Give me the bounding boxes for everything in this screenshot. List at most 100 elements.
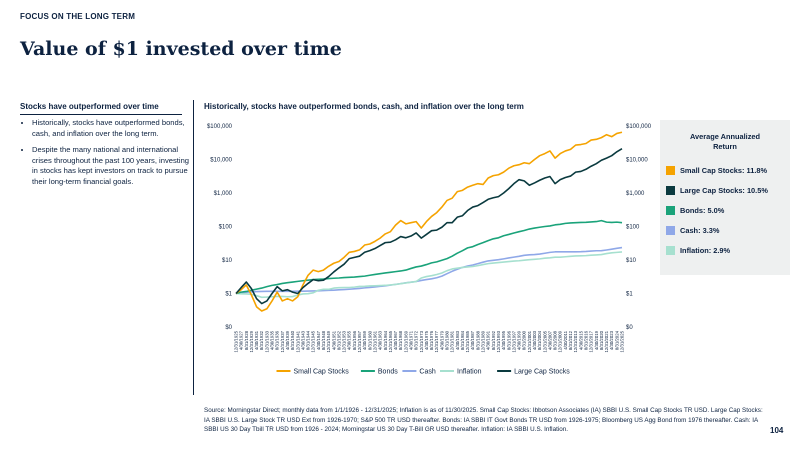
- panel-title: Average Annualized Return: [689, 132, 761, 151]
- x-tick-label: 4/30/1931: [254, 330, 259, 350]
- x-tick-label: 8/31/1956: [352, 330, 357, 350]
- y2-tick-label: $0: [626, 325, 633, 331]
- x-tick-label: 8/31/1992: [491, 330, 496, 350]
- y-tick-label: $0: [225, 325, 232, 331]
- y2-tick-label: $10,000: [626, 158, 648, 164]
- return-item: Inflation: 2.9%: [666, 246, 790, 255]
- y-tick-label: $100,000: [207, 124, 233, 130]
- x-tick-label: 12/31/1965: [388, 330, 393, 352]
- x-tick-label: 8/31/1960: [367, 330, 372, 350]
- y2-tick-label: $1: [626, 292, 633, 298]
- x-tick-label: 4/30/1943: [300, 330, 305, 350]
- y2-tick-label: $100,000: [626, 124, 652, 130]
- x-tick-label: 8/31/1988: [475, 330, 480, 350]
- legend-label: Small Cap Stocks: [294, 369, 350, 376]
- x-tick-label: 12/31/1937: [280, 330, 285, 352]
- x-tick-label: 12/31/1961: [372, 330, 377, 352]
- x-tick-label: 4/30/1947: [316, 330, 321, 350]
- x-tick-label: 4/30/2007: [547, 330, 552, 350]
- series-line: [235, 219, 623, 295]
- x-tick-label: 8/31/1980: [445, 330, 450, 350]
- x-tick-label: 4/30/1987: [470, 330, 475, 350]
- x-tick-label: 8/31/1948: [321, 330, 326, 350]
- y-tick-label: $1: [225, 292, 232, 298]
- x-tick-label: 12/31/1989: [481, 330, 486, 352]
- return-label: Bonds: 5.0%: [680, 206, 725, 215]
- x-tick-label: 4/30/1939: [285, 330, 290, 350]
- x-tick-label: 12/31/2009: [558, 330, 563, 352]
- return-item: Cash: 3.3%: [666, 226, 790, 235]
- bullet: Despite the many national and internatio…: [32, 145, 192, 187]
- x-tick-label: 12/31/1941: [295, 330, 300, 352]
- return-item: Bonds: 5.0%: [666, 206, 790, 215]
- series-line: [235, 246, 623, 295]
- legend-label: Inflation: [457, 369, 482, 376]
- x-tick-label: 12/31/2005: [542, 330, 547, 352]
- return-item: Small Cap Stocks: 11.8%: [666, 166, 790, 175]
- x-tick-label: 4/30/1927: [239, 330, 244, 350]
- x-tick-label: 8/31/1964: [383, 330, 388, 350]
- y-tick-label: $100: [219, 225, 233, 231]
- legend-label: Large Cap Stocks: [514, 369, 570, 376]
- x-tick-label: 4/30/1991: [486, 330, 491, 350]
- x-tick-label: 12/31/1957: [357, 330, 362, 352]
- x-tick-label: 8/31/1940: [290, 330, 295, 350]
- x-tick-label: 4/30/1983: [455, 330, 460, 350]
- y2-tick-label: $1,000: [626, 191, 645, 197]
- slide-title: Value of $1 invested over time: [20, 38, 342, 60]
- return-label: Inflation: 2.9%: [680, 246, 731, 255]
- x-tick-label: 12/31/1949: [326, 330, 331, 352]
- x-tick-label: 12/31/2021: [604, 330, 609, 352]
- x-tick-label: 12/31/2013: [573, 330, 578, 352]
- source-note: Source: Morningstar Direct; monthly data…: [204, 407, 763, 433]
- x-tick-label: 12/31/1969: [403, 330, 408, 352]
- x-tick-label: 8/31/2012: [568, 330, 573, 350]
- x-tick-label: 8/31/1952: [336, 330, 341, 350]
- x-tick-label: 12/31/1977: [434, 330, 439, 352]
- sidebar-heading: Stocks have outperformed over time: [20, 102, 182, 115]
- page-number: 104: [770, 426, 784, 435]
- y2-tick-label: $10: [626, 258, 637, 264]
- x-tick-label: 12/31/1953: [342, 330, 347, 352]
- x-tick-label: 4/30/2019: [594, 330, 599, 350]
- x-tick-label: 8/31/2000: [522, 330, 527, 350]
- series-line: [235, 251, 623, 299]
- y2-tick-label: $100: [626, 225, 640, 231]
- x-tick-label: 4/30/1951: [331, 330, 336, 350]
- chart-title: Historically, stocks have outperformed b…: [204, 102, 524, 111]
- x-tick-label: 12/31/1973: [419, 330, 424, 352]
- eyebrow: FOCUS ON THE LONG TERM: [20, 12, 136, 21]
- x-tick-label: 12/31/1945: [311, 330, 316, 352]
- legend-swatch: [666, 246, 675, 255]
- x-tick-label: 12/31/2025: [620, 330, 625, 352]
- x-tick-label: 12/31/2001: [527, 330, 532, 352]
- x-tick-label: 4/30/2003: [532, 330, 537, 350]
- legend-swatch: [666, 166, 675, 175]
- x-tick-label: 12/31/1997: [511, 330, 516, 352]
- x-tick-label: 4/30/1963: [378, 330, 383, 350]
- y-tick-label: $10,000: [210, 158, 232, 164]
- legend-swatch: [666, 186, 675, 195]
- series-line: [235, 131, 623, 312]
- y-tick-label: $10: [222, 258, 233, 264]
- return-label: Small Cap Stocks: 11.8%: [680, 166, 768, 175]
- x-tick-label: 12/31/2017: [589, 330, 594, 352]
- x-tick-label: 12/31/1933: [264, 330, 269, 352]
- return-panel: Average Annualized Return Small Cap Stoc…: [660, 120, 790, 275]
- x-tick-label: 12/31/1981: [450, 330, 455, 352]
- x-tick-label: 4/30/2023: [609, 330, 614, 350]
- x-tick-label: 8/31/1996: [506, 330, 511, 350]
- x-tick-label: 12/31/1985: [465, 330, 470, 352]
- return-label: Large Cap Stocks: 10.5%: [680, 186, 768, 195]
- divider: [193, 100, 194, 395]
- x-tick-label: 12/31/1929: [249, 330, 254, 352]
- bullet: Historically, stocks have outperformed b…: [32, 118, 192, 139]
- legend-label: Bonds: [378, 369, 398, 376]
- x-tick-label: 8/31/1968: [398, 330, 403, 350]
- x-tick-label: 8/31/2016: [583, 330, 588, 350]
- return-label: Cash: 3.3%: [680, 226, 720, 235]
- x-tick-label: 8/31/1972: [414, 330, 419, 350]
- x-tick-label: 8/31/2008: [553, 330, 558, 350]
- x-tick-label: 4/30/1979: [439, 330, 444, 350]
